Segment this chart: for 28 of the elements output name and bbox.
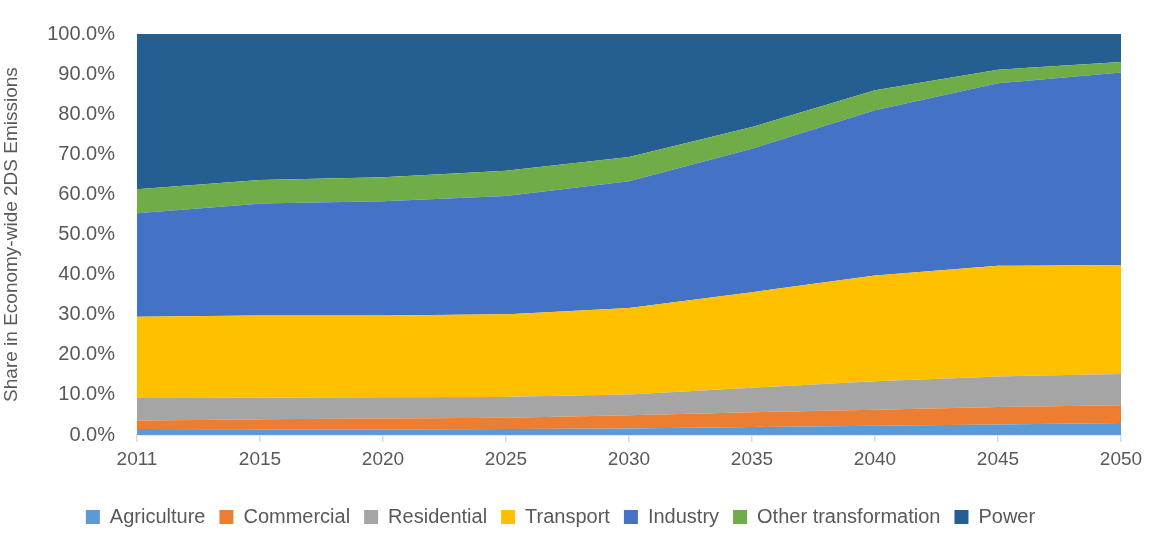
x-tick-label: 2020 [361, 447, 405, 469]
x-tick-label: 2040 [853, 447, 897, 469]
legend-label: Transport [525, 504, 611, 527]
legend-label: Residential [388, 504, 488, 527]
y-tick-label: 0.0% [69, 422, 116, 445]
y-tick-label: 40.0% [58, 262, 116, 285]
y-axis-title: Share in Economy-wide 2DS Emissions [0, 67, 21, 402]
legend-label: Agriculture [109, 504, 206, 527]
x-tick-label: 2011 [116, 447, 158, 469]
legend-label: Industry [647, 504, 720, 527]
y-tick-label: 30.0% [58, 302, 116, 325]
x-tick-label: 2045 [976, 447, 1020, 469]
y-tick-label: 50.0% [58, 222, 116, 245]
y-tick-label: 60.0% [58, 181, 116, 204]
y-tick-label: 20.0% [58, 342, 116, 365]
y-tick-label: 80.0% [58, 101, 116, 124]
y-tick-label: 10.0% [58, 382, 116, 405]
y-tick-label: 100.0% [47, 21, 116, 44]
x-tick-label: 2015 [238, 447, 282, 469]
x-tick-label: 2030 [607, 447, 651, 469]
x-tick-label: 2050 [1099, 447, 1143, 469]
x-tick-label: 2035 [730, 447, 774, 469]
legend-label: Other transformation [757, 504, 941, 527]
y-tick-label: 70.0% [58, 141, 116, 164]
legend-label: Commercial [243, 504, 351, 527]
y-tick-label: 90.0% [58, 61, 116, 84]
x-tick-label: 2025 [484, 447, 528, 469]
legend-label: Power [978, 504, 1036, 527]
